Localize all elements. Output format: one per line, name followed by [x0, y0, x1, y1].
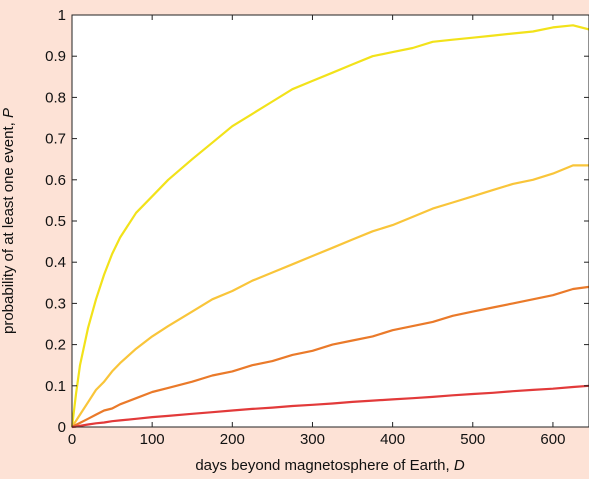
plot-area	[72, 15, 589, 427]
x-tick-label: 300	[300, 431, 325, 448]
x-tick-label: 400	[380, 431, 405, 448]
x-tick-label: 600	[540, 431, 565, 448]
y-tick-label: 0.1	[45, 378, 66, 395]
series-line-2	[71, 164, 589, 428]
y-tick-label: 1	[58, 7, 66, 24]
y-tick-label: 0.6	[45, 172, 66, 189]
y-axis-label: probability of at least one event, P	[0, 108, 17, 334]
series-layer	[70, 24, 589, 429]
y-tick-label: 0.5	[45, 213, 66, 230]
tick-labels: 0 100 200 300 400 500 600 0 0.1 0.2 0.3 0.4 0.5 0.6 0.…	[45, 7, 565, 448]
x-tick-label: 500	[460, 431, 485, 448]
series-line-4	[71, 384, 589, 429]
x-axis-label: days beyond magnetosphere of Earth, D	[195, 457, 465, 474]
y-tick-label: 0.9	[45, 48, 66, 65]
y-tick-label: 0.8	[45, 89, 66, 106]
y-tick-label: 0.4	[45, 254, 66, 271]
x-tick-label: 200	[220, 431, 245, 448]
plot-frame	[71, 14, 589, 428]
y-tick-label: 0.3	[45, 295, 66, 312]
x-tick-label: 0	[68, 431, 76, 448]
series-line-1	[70, 24, 589, 428]
y-tick-label: 0	[58, 419, 66, 436]
x-tick-label: 100	[140, 431, 165, 448]
series-line-3	[71, 285, 589, 428]
y-tick-label: 0.2	[45, 337, 66, 354]
y-tick-label: 0.7	[45, 131, 66, 148]
